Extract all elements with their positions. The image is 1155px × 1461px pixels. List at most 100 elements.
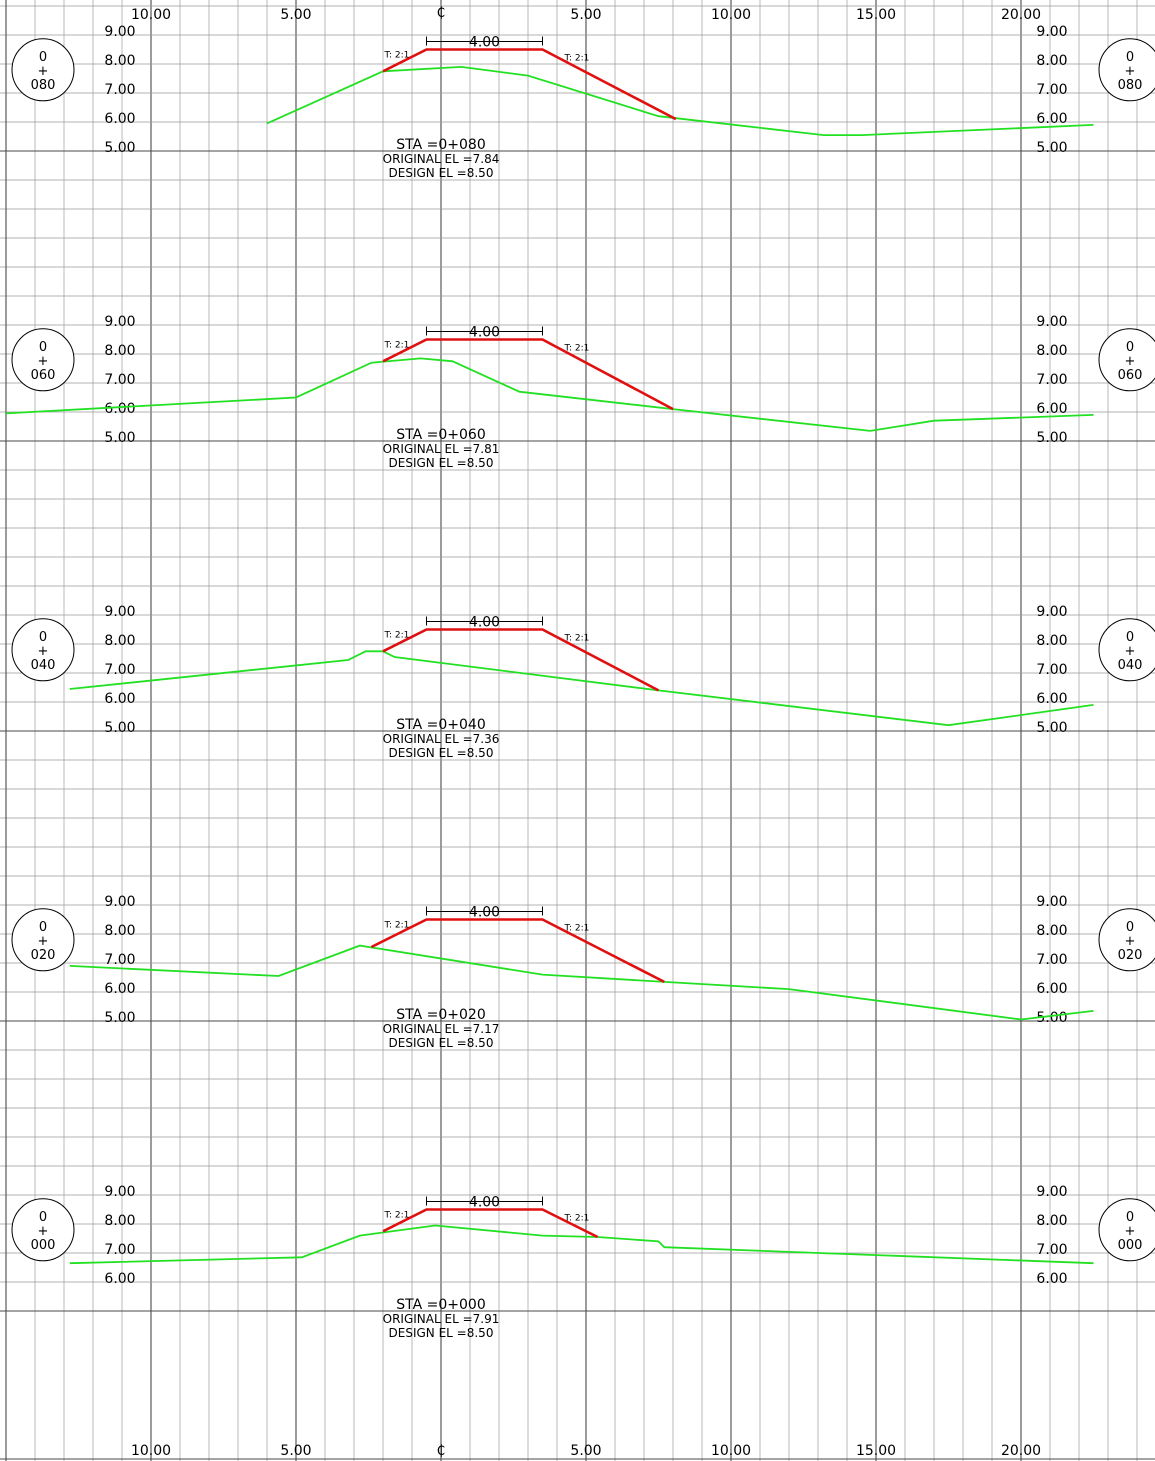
station-marker-number-bottom: 000	[1118, 1238, 1143, 1253]
elevation-label-right: 9.00	[1036, 24, 1067, 40]
elevation-label-left: 7.00	[104, 662, 135, 678]
elevation-label-right: 7.00	[1036, 662, 1067, 678]
station-marker-plus: +	[38, 354, 49, 369]
station-marker-plus: +	[1125, 64, 1136, 79]
station-text: STA =0+080	[396, 137, 485, 153]
station-marker-number-bottom: 020	[31, 948, 56, 963]
design-embankment-line	[370, 918, 665, 984]
original-elevation-text: ORIGINAL EL =7.91	[383, 1312, 500, 1326]
station-marker-right	[1098, 618, 1155, 682]
elevation-label-right: 7.00	[1036, 372, 1067, 388]
station-marker-number-top: 0	[1126, 50, 1134, 65]
original-elevation-text: ORIGINAL EL =7.84	[383, 152, 500, 166]
bottom-axis-label: 5.00	[280, 1443, 311, 1459]
elevation-label-left: 9.00	[104, 604, 135, 620]
design-elevation-text: DESIGN EL =8.50	[389, 746, 494, 760]
original-elevation-text: ORIGINAL EL =7.17	[383, 1022, 500, 1036]
elevation-label-left: 9.00	[104, 1184, 135, 1200]
station-marker-number-top: 0	[39, 920, 47, 935]
station-marker-right	[1098, 1198, 1155, 1262]
elevation-label-left: 7.00	[104, 952, 135, 968]
crest-width-label: 4.00	[469, 1195, 500, 1211]
elevation-label-right: 5.00	[1036, 720, 1067, 736]
station-marker-plus: +	[38, 934, 49, 949]
station-marker-number-bottom: 080	[31, 78, 56, 93]
centerline-label-top: ₵	[437, 5, 446, 21]
elevation-label-left: 8.00	[104, 923, 135, 939]
elevation-label-left: 5.00	[104, 1010, 135, 1026]
axis-labels: ₵ 10.00 5.00 5.00 10.00 15.00 20.00 ₵ 10…	[131, 5, 1041, 1459]
elevation-label-right: 9.00	[1036, 1184, 1067, 1200]
station-marker-left	[11, 618, 75, 682]
elevation-label-right: 6.00	[1036, 1271, 1067, 1287]
bottom-axis-label: 15.00	[856, 1443, 896, 1459]
design-embankment-line	[382, 1208, 599, 1239]
station-marker-plus: +	[38, 64, 49, 79]
station-text: STA =0+040	[396, 717, 485, 733]
cross-section-080: 9.00 8.00 7.00 6.00 5.00 9.00 8.00 7.00 6.00 5.00…	[11, 24, 1155, 180]
right-slope-label: T: 2:1	[564, 344, 590, 354]
station-marker-plus: +	[38, 1224, 49, 1239]
station-marker-number-top: 0	[1126, 340, 1134, 355]
station-marker-left	[11, 908, 75, 972]
elevation-label-left: 6.00	[104, 401, 135, 417]
elevation-label-left: 9.00	[104, 894, 135, 910]
crest-width-label: 4.00	[469, 615, 500, 631]
design-elevation-text: DESIGN EL =8.50	[389, 1326, 494, 1340]
design-elevation-text: DESIGN EL =8.50	[389, 166, 494, 180]
bottom-axis-label: 20.00	[1001, 1443, 1041, 1459]
top-axis-label: 5.00	[570, 7, 601, 23]
elevation-label-left: 5.00	[104, 720, 135, 736]
elevation-label-left: 7.00	[104, 1242, 135, 1258]
station-marker-right	[1098, 328, 1155, 392]
station-text: STA =0+000	[396, 1297, 485, 1313]
station-marker-plus: +	[38, 644, 49, 659]
station-marker-number-bottom: 020	[1118, 948, 1143, 963]
station-marker-plus: +	[1125, 934, 1136, 949]
elevation-label-left: 9.00	[104, 314, 135, 330]
station-marker-number-top: 0	[39, 50, 47, 65]
top-axis-label: 5.00	[280, 7, 311, 23]
right-slope-label: T: 2:1	[564, 634, 590, 644]
elevation-label-left: 5.00	[104, 140, 135, 156]
crest-width-label: 4.00	[469, 905, 500, 921]
left-slope-label: T: 2:1	[384, 341, 410, 351]
design-elevation-text: DESIGN EL =8.50	[389, 1036, 494, 1050]
station-marker-number-bottom: 040	[1118, 658, 1143, 673]
station-marker-number-top: 0	[1126, 1210, 1134, 1225]
elevation-label-left: 8.00	[104, 53, 135, 69]
top-axis-label: 10.00	[131, 7, 171, 23]
station-marker-right	[1098, 908, 1155, 972]
left-slope-label: T: 2:1	[384, 631, 410, 641]
elevation-label-left: 6.00	[104, 1271, 135, 1287]
bottom-axis-label: 10.00	[711, 1443, 751, 1459]
elevation-label-left: 8.00	[104, 1213, 135, 1229]
right-slope-label: T: 2:1	[564, 54, 590, 64]
station-marker-number-bottom: 080	[1118, 78, 1143, 93]
station-marker-left	[11, 38, 75, 102]
cross-section-000: 9.008.007.006.009.008.007.006.000+0000+0…	[11, 1184, 1155, 1340]
station-marker-number-bottom: 060	[31, 368, 56, 383]
left-slope-label: T: 2:1	[384, 921, 410, 931]
elevation-label-right: 9.00	[1036, 314, 1067, 330]
original-ground-line	[266, 65, 1094, 137]
elevation-label-left: 8.00	[104, 633, 135, 649]
design-embankment-line	[382, 338, 674, 411]
elevation-label-right: 5.00	[1036, 140, 1067, 156]
cross-sections: 9.00 8.00 7.00 6.00 5.00 9.00 8.00 7.00 6.00 5.00…	[5, 24, 1155, 1340]
elevation-label-right: 6.00	[1036, 691, 1067, 707]
design-elevation-text: DESIGN EL =8.50	[389, 456, 494, 470]
elevation-label-right: 7.00	[1036, 952, 1067, 968]
elevation-label-right: 6.00	[1036, 111, 1067, 127]
elevation-label-left: 5.00	[104, 430, 135, 446]
elevation-label-right: 7.00	[1036, 82, 1067, 98]
station-marker-plus: +	[1125, 354, 1136, 369]
design-embankment-line	[382, 628, 660, 692]
elevation-label-left: 7.00	[104, 82, 135, 98]
left-slope-label: T: 2:1	[384, 51, 410, 61]
elevation-label-right: 9.00	[1036, 894, 1067, 910]
station-marker-number-bottom: 000	[31, 1238, 56, 1253]
station-marker-number-bottom: 060	[1118, 368, 1143, 383]
elevation-label-right: 6.00	[1036, 401, 1067, 417]
